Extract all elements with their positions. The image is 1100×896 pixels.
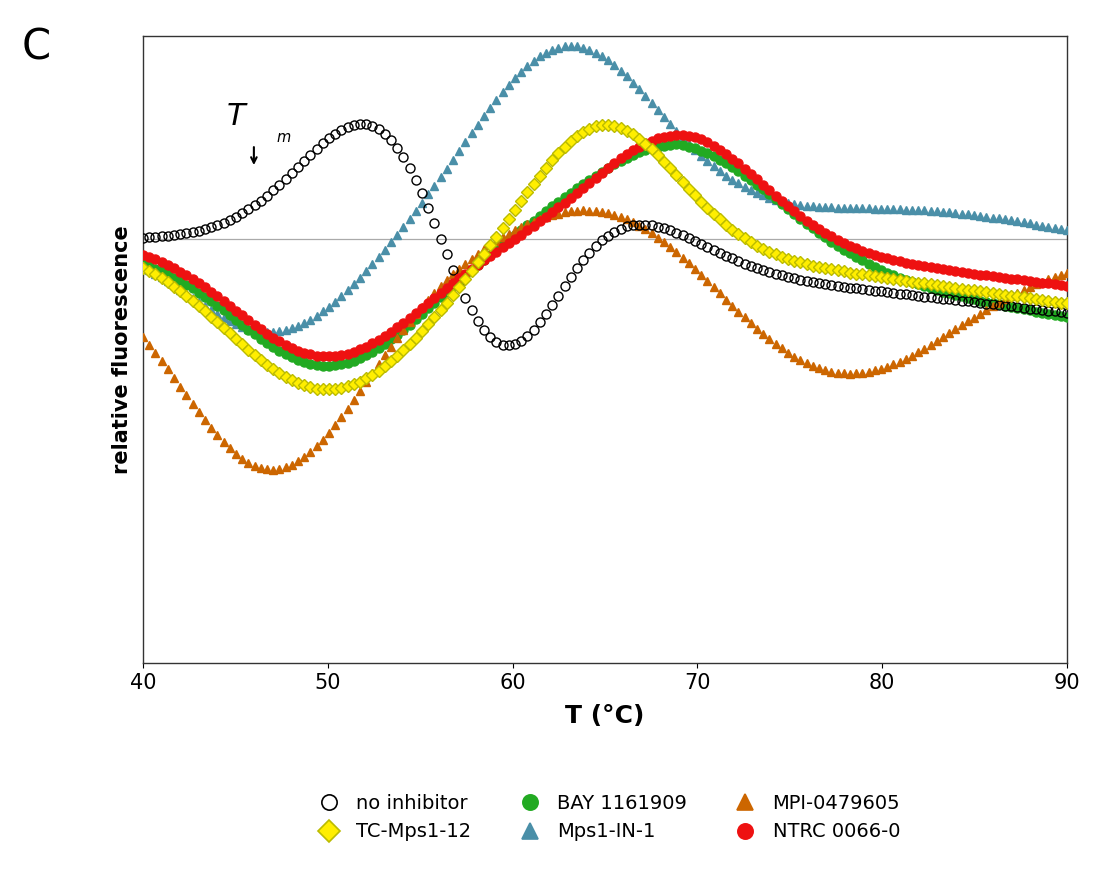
- Text: C: C: [22, 27, 51, 69]
- Text: $_m$: $_m$: [276, 125, 292, 145]
- Legend: no inhibitor, TC-Mps1-12, BAY 1161909, Mps1-IN-1, MPI-0479605, NTRC 0066-0: no inhibitor, TC-Mps1-12, BAY 1161909, M…: [310, 794, 900, 841]
- X-axis label: T (°C): T (°C): [565, 704, 645, 728]
- Y-axis label: relative fluorescence: relative fluorescence: [112, 225, 132, 474]
- Text: $T$: $T$: [227, 101, 249, 131]
